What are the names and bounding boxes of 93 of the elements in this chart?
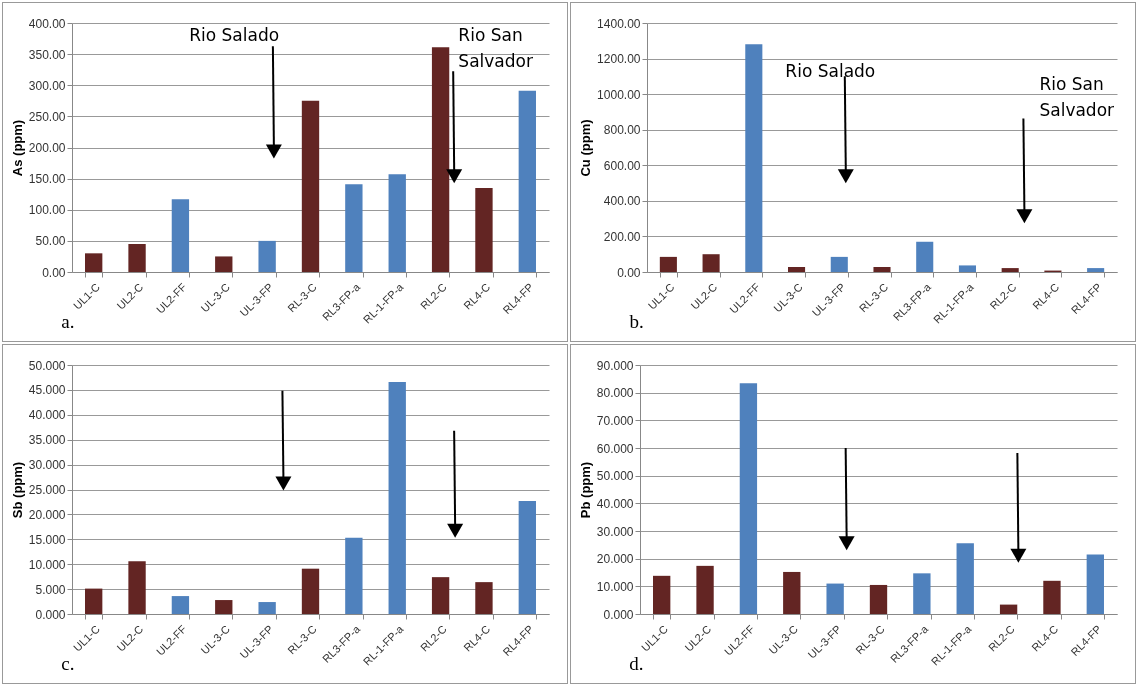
y-tick-label: 0.000 (603, 607, 634, 622)
y-tick-label: 800.00 (603, 123, 641, 138)
y-axis-title: Pb (ppm) (577, 461, 593, 519)
y-tick-label: 30.000 (596, 524, 634, 539)
y-tick-label: 90.000 (596, 358, 634, 373)
bar (431, 47, 450, 272)
bar (475, 187, 493, 272)
y-tick-label: 200.00 (28, 141, 66, 155)
y-tick-label: 400.00 (603, 194, 641, 209)
y-tick-label: 100.00 (28, 203, 66, 218)
bar (869, 584, 888, 614)
y-tick-label: 35.000 (28, 433, 66, 448)
y-axis-title: Sb (ppm) (9, 461, 25, 519)
y-tick-label: 70.000 (596, 413, 634, 428)
y-tick-label: 10.000 (28, 557, 66, 572)
y-tick-label: 30.000 (28, 458, 66, 473)
bar (301, 568, 320, 614)
y-tick-label: 1000.00 (597, 87, 641, 102)
y-tick-label: 50.000 (28, 358, 66, 373)
bar (696, 565, 714, 614)
bar (345, 184, 363, 272)
bar (431, 577, 450, 614)
y-tick-label: 40.000 (596, 496, 634, 511)
y-tick-label: 25.000 (28, 483, 66, 497)
y-tick-label: 1200.00 (597, 52, 641, 67)
bar (345, 537, 363, 614)
y-tick-label: 40.000 (28, 408, 66, 423)
y-tick-label: 300.00 (28, 78, 66, 93)
bar (475, 582, 493, 614)
y-tick-label: 50.00 (35, 234, 66, 249)
y-tick-label: 600.00 (603, 158, 641, 173)
bar (301, 100, 320, 272)
annotation: Rio Salado (785, 61, 876, 82)
bar (1001, 268, 1019, 272)
y-tick-label: 60.000 (596, 441, 634, 456)
bar (171, 199, 190, 272)
annotation: Rio Salado (189, 24, 280, 45)
bar (1087, 268, 1105, 272)
bar (388, 381, 406, 614)
y-tick-label: 15.000 (28, 532, 66, 547)
bar (702, 254, 720, 272)
bar (128, 561, 146, 614)
text: d. (629, 653, 644, 675)
y-tick-label: 20.000 (596, 552, 634, 567)
bar (783, 571, 801, 614)
bar (956, 543, 974, 614)
y-axis-title: As (ppm) (9, 119, 25, 177)
y-tick-label: 20.000 (28, 507, 66, 522)
bar (1086, 554, 1104, 614)
bar (1043, 580, 1061, 614)
bar (999, 604, 1018, 614)
bar (916, 241, 934, 272)
y-tick-label: 50.000 (596, 469, 634, 484)
bar (258, 240, 276, 272)
y-tick-label: 80.000 (596, 386, 634, 401)
bar (745, 44, 763, 272)
bar (739, 383, 758, 614)
bar (258, 602, 276, 614)
bar (171, 596, 190, 614)
bar (85, 253, 103, 272)
bar (653, 575, 671, 614)
y-tick-label: 0.00 (42, 265, 66, 280)
bar (826, 583, 844, 614)
bar (215, 600, 233, 614)
y-tick-label: 1400.00 (597, 16, 641, 31)
bar (830, 256, 848, 272)
y-tick-label: 10.000 (596, 579, 634, 594)
y-tick-label: 250.00 (28, 109, 66, 124)
text: a. (61, 311, 75, 333)
y-tick-label: 0.00 (617, 265, 641, 280)
y-tick-label: 0.000 (35, 607, 66, 622)
text: b. (629, 311, 644, 333)
annotation: Rio San Salvador (458, 24, 533, 71)
y-axis-title: Cu (ppm) (578, 119, 594, 177)
bar (85, 588, 103, 614)
bar (128, 243, 146, 272)
y-tick-label: 350.00 (28, 47, 66, 62)
text: c. (61, 653, 75, 675)
y-tick-label: 150.00 (28, 172, 66, 187)
bar (215, 256, 233, 272)
bar (913, 573, 931, 614)
y-tick-label: 200.00 (603, 229, 641, 244)
annotation: Rio San Salvador (1039, 73, 1115, 120)
y-tick-label: 400.00 (28, 16, 66, 31)
bar (958, 265, 976, 272)
bar (518, 500, 536, 614)
bar (873, 267, 891, 272)
bar (388, 174, 406, 272)
y-tick-label: 5.000 (35, 582, 66, 597)
bar (659, 256, 677, 272)
y-tick-label: 45.000 (28, 383, 66, 398)
bar (788, 267, 806, 272)
bar (518, 90, 536, 272)
